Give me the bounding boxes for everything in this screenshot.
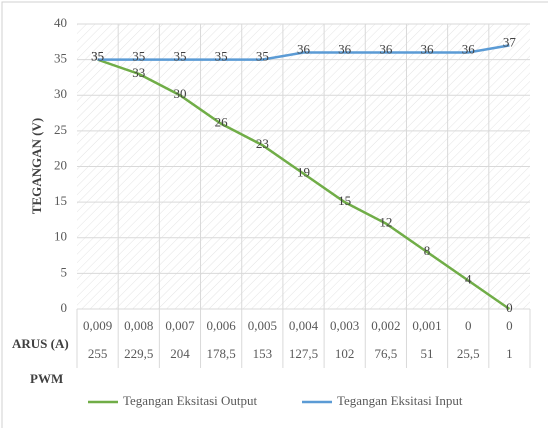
y-tick-label: 10 xyxy=(54,229,67,244)
data-label: 35 xyxy=(256,49,269,64)
y-tick-label: 20 xyxy=(54,157,67,172)
y-tick-label: 35 xyxy=(54,51,67,66)
legend-label: Tegangan Eksitasi Output xyxy=(123,393,258,408)
data-label: 30 xyxy=(173,86,186,101)
x2-tick-label: 51 xyxy=(421,346,434,361)
data-label: 8 xyxy=(424,243,431,258)
data-label: 23 xyxy=(256,136,269,151)
y-tick-label: 5 xyxy=(61,264,68,279)
data-label: 36 xyxy=(421,41,435,56)
series-line xyxy=(97,58,511,311)
x2-tick-label: 102 xyxy=(335,346,355,361)
legend-label: Tegangan Eksitasi Input xyxy=(337,393,463,408)
x2-tick-label: 178,5 xyxy=(207,346,236,361)
y-tick-label: 15 xyxy=(54,193,67,208)
data-label: 26 xyxy=(215,115,229,130)
x-axis-label: ARUS (A) xyxy=(12,336,69,351)
x-tick-label: 0,005 xyxy=(248,318,277,333)
x2-tick-label: 76,5 xyxy=(374,346,397,361)
data-label: 0 xyxy=(506,300,513,315)
x2-axis-label: PWM xyxy=(30,371,63,386)
y-tick-label: 40 xyxy=(54,15,67,30)
data-label: 35 xyxy=(132,49,145,64)
data-label: 36 xyxy=(338,41,352,56)
data-label: 33 xyxy=(132,65,145,80)
y-tick-label: 30 xyxy=(54,86,67,101)
y-tick-label: 0 xyxy=(61,300,68,315)
x-tick-label: 0,004 xyxy=(289,318,319,333)
x2-tick-label: 1 xyxy=(506,346,513,361)
x-tick-label: 0,003 xyxy=(330,318,359,333)
x2-tick-label: 127,5 xyxy=(289,346,318,361)
data-label: 37 xyxy=(503,34,517,49)
data-label: 12 xyxy=(379,214,392,229)
x-tick-label: 0,001 xyxy=(412,318,441,333)
x-tick-label: 0,007 xyxy=(165,318,195,333)
series-line xyxy=(97,44,510,61)
x-tick-label: 0,002 xyxy=(371,318,400,333)
x-tick-label: 0,006 xyxy=(207,318,237,333)
data-label: 36 xyxy=(462,41,476,56)
data-label: 35 xyxy=(173,49,186,64)
x-tick-label: 0 xyxy=(506,318,513,333)
x2-tick-label: 255 xyxy=(88,346,108,361)
data-label: 35 xyxy=(91,49,104,64)
data-label: 19 xyxy=(297,165,310,180)
x-tick-label: 0,008 xyxy=(124,318,153,333)
data-label: 35 xyxy=(215,49,228,64)
y-tick-label: 25 xyxy=(54,122,67,137)
x2-tick-label: 229,5 xyxy=(124,346,153,361)
data-label: 36 xyxy=(297,41,311,56)
x-tick-label: 0,009 xyxy=(83,318,112,333)
data-label: 4 xyxy=(465,271,472,286)
data-label: 15 xyxy=(338,193,351,208)
x2-tick-label: 204 xyxy=(170,346,190,361)
x2-tick-label: 153 xyxy=(253,346,273,361)
y-axis-label: TEGANGAN (V) xyxy=(29,118,44,214)
data-label: 36 xyxy=(379,41,393,56)
x2-tick-label: 25,5 xyxy=(457,346,480,361)
x-tick-label: 0 xyxy=(465,318,472,333)
